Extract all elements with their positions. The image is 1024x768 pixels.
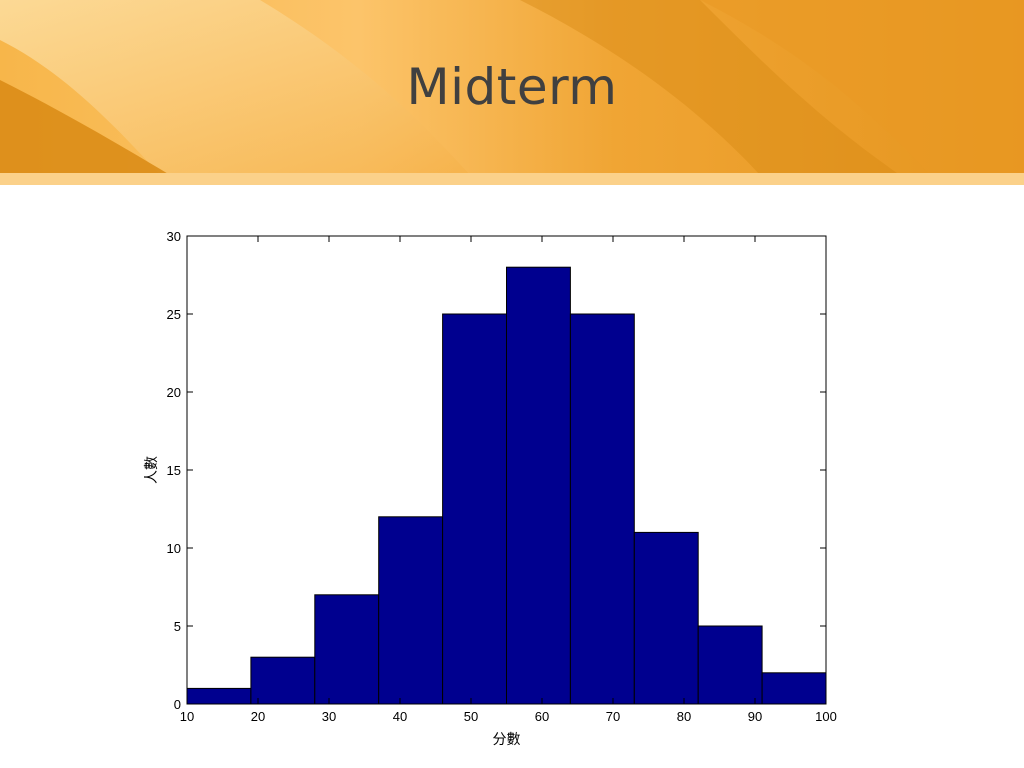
x-tick-label: 60 <box>535 709 549 724</box>
histogram-bar <box>761 672 827 705</box>
bars-group <box>186 266 827 705</box>
histogram-chart: 10 20 30 40 50 60 70 80 90 100 0 5 10 15 20 25 30 分數 人數 <box>0 185 1024 768</box>
histogram-bar <box>506 266 571 705</box>
x-tick-label: 80 <box>677 709 691 724</box>
y-tick-label: 15 <box>167 463 181 478</box>
x-tick-label: 100 <box>815 709 837 724</box>
y-tick-label: 30 <box>167 229 181 244</box>
y-tick-label: 25 <box>167 307 181 322</box>
y-tick-label: 5 <box>174 619 181 634</box>
x-tick-label: 90 <box>748 709 762 724</box>
histogram-bar <box>378 516 444 705</box>
histogram-bar <box>569 313 635 705</box>
x-tick-label: 40 <box>393 709 407 724</box>
histogram-bar <box>633 531 699 705</box>
x-tick-label: 10 <box>180 709 194 724</box>
x-tick-label: 30 <box>322 709 336 724</box>
x-tick-label: 50 <box>464 709 478 724</box>
histogram-bar <box>314 594 380 705</box>
slide-title: Midterm <box>406 58 618 116</box>
banner-background <box>0 0 1024 185</box>
y-axis-label: 人數 <box>143 456 159 484</box>
x-tick-label: 20 <box>251 709 265 724</box>
x-axis-label: 分數 <box>493 731 521 747</box>
histogram-bar <box>186 687 252 705</box>
histogram-bar <box>697 625 763 705</box>
y-tick-label: 20 <box>167 385 181 400</box>
chart-svg: 10 20 30 40 50 60 70 80 90 100 0 5 10 15 20 25 30 分數 人數 <box>143 229 837 747</box>
y-tick-label: 10 <box>167 541 181 556</box>
histogram-bar <box>442 313 508 705</box>
ticks-group: 10 20 30 40 50 60 70 80 90 100 0 5 10 15 20 25 30 <box>167 229 837 724</box>
title-banner: Midterm <box>0 0 1024 185</box>
histogram-bar <box>250 656 316 705</box>
y-tick-label: 0 <box>174 697 181 712</box>
x-tick-label: 70 <box>606 709 620 724</box>
